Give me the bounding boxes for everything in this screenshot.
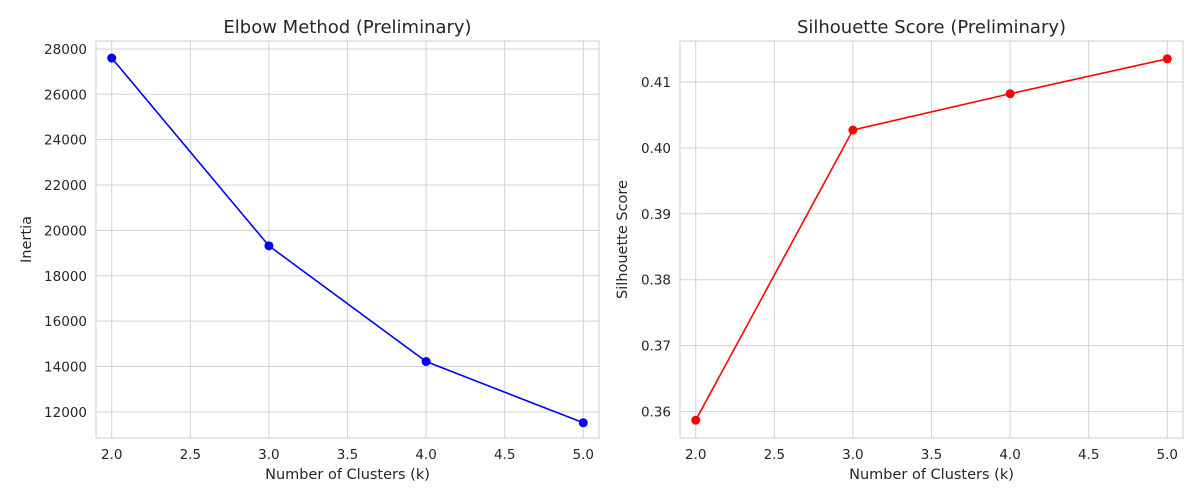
elbow-y-ticks: 12000 14000 16000 18000 20000 22000 24000 26000… (44, 42, 87, 421)
silhouette-chart-title: Silhouette Score (Preliminary) (797, 17, 1066, 38)
elbow-data-point (264, 241, 274, 251)
silhouette-y-tick-label: 0.39 (641, 207, 671, 223)
elbow-y-axis-label: Inertia (19, 216, 35, 263)
silhouette-y-tick-label: 0.36 (641, 405, 671, 421)
elbow-x-tick-label: 4.0 (415, 447, 436, 463)
elbow-x-tick-label: 3.5 (337, 447, 358, 463)
elbow-x-ticks: 2.0 2.5 3.0 3.5 4.0 4.5 5.0 (101, 447, 594, 463)
silhouette-x-ticks: 2.0 2.5 3.0 3.5 4.0 4.5 5.0 (685, 447, 1178, 463)
silhouette-y-tick-label: 0.40 (641, 141, 671, 157)
elbow-y-tick-label: 22000 (44, 178, 87, 194)
elbow-x-tick-label: 5.0 (573, 447, 594, 463)
silhouette-series-line (695, 58, 1168, 421)
silhouette-data-point (848, 125, 858, 135)
silhouette-y-tick-label: 0.37 (641, 339, 671, 355)
elbow-plot-frame (95, 40, 600, 439)
silhouette-plot-frame (679, 40, 1184, 439)
elbow-x-axis-label: Number of Clusters (k) (265, 467, 430, 483)
elbow-y-tick-label: 14000 (44, 360, 87, 376)
elbow-series-line (111, 57, 584, 424)
elbow-y-tick-label: 20000 (44, 223, 87, 239)
elbow-y-tick-label: 18000 (44, 269, 87, 285)
elbow-y-tick-label: 26000 (44, 87, 87, 103)
silhouette-x-tick-label: 5.0 (1157, 447, 1178, 463)
silhouette-y-tick-label: 0.38 (641, 273, 671, 289)
elbow-data-point (107, 53, 117, 63)
silhouette-y-tick-label: 0.41 (641, 75, 671, 91)
silhouette-grid (680, 41, 1183, 438)
silhouette-x-tick-label: 4.5 (1078, 447, 1099, 463)
silhouette-x-tick-label: 2.5 (764, 447, 785, 463)
elbow-data-point (578, 418, 588, 428)
silhouette-chart: 2.0 2.5 3.0 3.5 4.0 4.5 5.0 0.360.370.380.390.… (615, 17, 1184, 483)
elbow-data-point (421, 357, 431, 367)
silhouette-x-axis-label: Number of Clusters (k) (849, 467, 1014, 483)
elbow-y-tick-label: 12000 (44, 405, 87, 421)
silhouette-x-tick-label: 3.0 (842, 447, 863, 463)
elbow-chart-title: Elbow Method (Preliminary) (223, 17, 471, 38)
silhouette-y-ticks: 0.36 0.37 0.38 0.39 0.40 0.41 (641, 75, 671, 421)
silhouette-x-tick-label: 4.0 (999, 447, 1020, 463)
elbow-x-tick-label: 2.0 (101, 447, 122, 463)
elbow-grid (96, 41, 599, 438)
elbow-x-tick-label: 4.5 (494, 447, 515, 463)
elbow-x-tick-label: 2.5 (180, 447, 201, 463)
silhouette-data-point (1005, 89, 1015, 99)
silhouette-data-point (1162, 54, 1172, 64)
elbow-y-tick-label: 28000 (44, 42, 87, 58)
silhouette-x-tick-label: 2.0 (685, 447, 706, 463)
silhouette-markers (691, 54, 1172, 425)
elbow-y-tick-label: 24000 (44, 133, 87, 149)
elbow-chart: 2.0 2.5 3.0 3.5 4.0 4.5 5.0 12000 14000 16000 180… (19, 17, 600, 483)
elbow-markers (107, 53, 588, 428)
silhouette-data-point (691, 415, 701, 425)
elbow-x-tick-label: 3.0 (258, 447, 279, 463)
silhouette-x-tick-label: 3.5 (921, 447, 942, 463)
elbow-y-tick-label: 16000 (44, 314, 87, 330)
silhouette-y-axis-label: Silhouette Score (615, 180, 631, 299)
